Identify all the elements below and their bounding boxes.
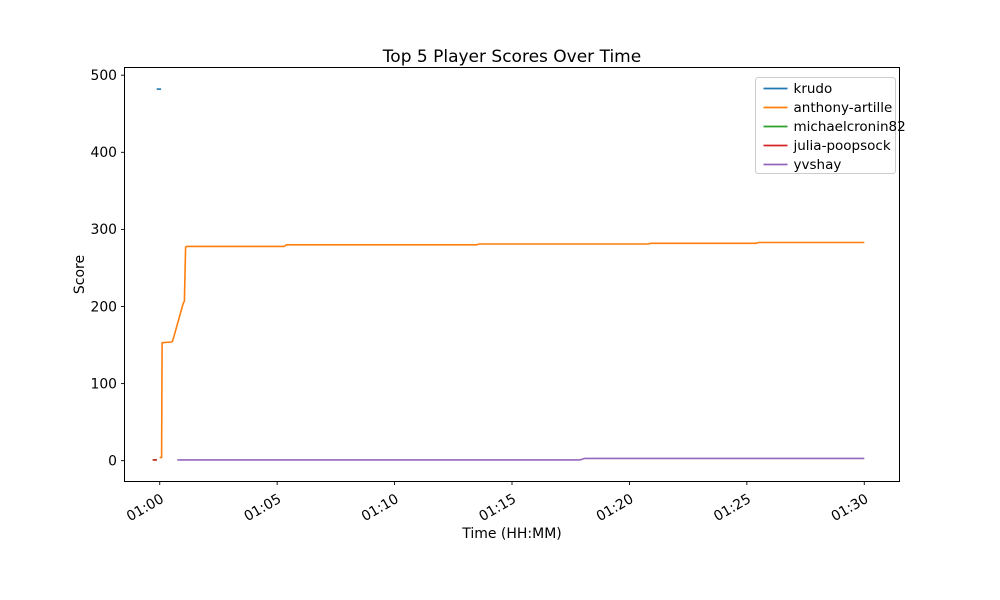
legend-label-michaelcronin82: michaelcronin82 (794, 119, 906, 135)
y-axis-label: Score (72, 255, 88, 294)
plot-border (124, 67, 900, 482)
y-tick-label: 0 (108, 453, 117, 469)
x-axis-label: Time (HH:MM) (461, 526, 562, 542)
legend-label-julia-poopsock: julia-poopsock (793, 138, 891, 154)
y-tick-label: 200 (90, 299, 117, 315)
chart-title: Top 5 Player Scores Over Time (382, 47, 641, 67)
series-line-anthony-artille (159, 241, 865, 459)
legend-label-anthony-artille: anthony-artille (794, 100, 893, 116)
legend-label-yvshay: yvshay (794, 157, 842, 173)
x-tick-label: 01:15 (476, 491, 519, 525)
y-tick-label: 300 (90, 222, 117, 238)
y-tick-label: 400 (90, 145, 117, 161)
legend-box (755, 77, 896, 174)
x-tick-label: 01:00 (124, 491, 167, 525)
legend-label-krudo: krudo (794, 81, 833, 97)
x-tick-label: 01:05 (241, 491, 284, 525)
series-line-yvshay (177, 457, 865, 461)
x-tick-label: 01:30 (829, 491, 872, 525)
x-tick-label: 01:10 (359, 491, 402, 525)
y-tick-label: 100 (90, 376, 117, 392)
x-tick-label: 01:25 (711, 491, 754, 525)
plot-area: 0 100 200 300 400 500 01:00 01:05 01:10 01:15 01:2… (90, 67, 906, 525)
y-tick-label: 500 (90, 68, 117, 84)
x-tick-label: 01:20 (594, 491, 637, 525)
